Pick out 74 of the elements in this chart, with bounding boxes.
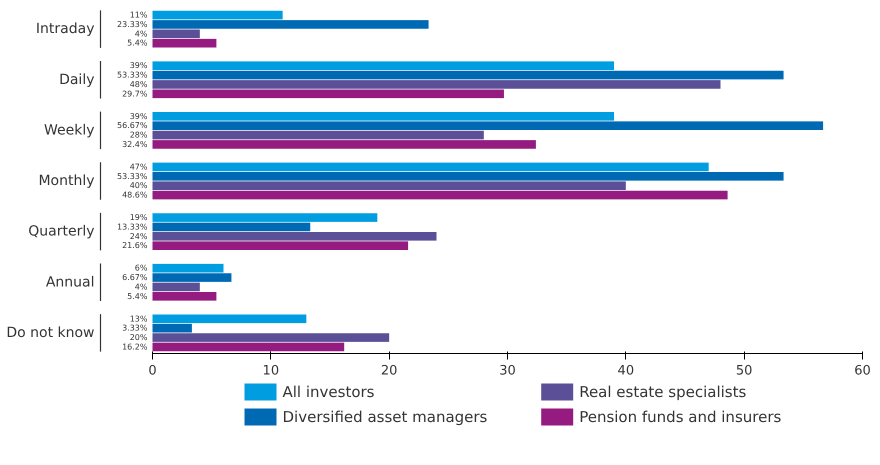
bar bbox=[152, 190, 728, 200]
x-tick-label: 30 bbox=[499, 364, 516, 378]
bar bbox=[152, 273, 232, 282]
data-label: 39% bbox=[130, 61, 148, 70]
bar bbox=[152, 172, 784, 181]
data-label: 28% bbox=[130, 130, 148, 140]
data-label: 6.67% bbox=[122, 273, 148, 282]
x-tick-label: 20 bbox=[380, 364, 398, 378]
data-label: 40% bbox=[130, 181, 148, 190]
x-tick-label: 0 bbox=[148, 364, 157, 378]
y-tick-label: Intraday bbox=[36, 21, 94, 38]
bar bbox=[152, 10, 283, 20]
x-tick-label: 60 bbox=[854, 364, 871, 378]
bar bbox=[152, 80, 720, 89]
data-label: 47% bbox=[130, 162, 148, 172]
bar bbox=[152, 292, 216, 301]
bar bbox=[152, 90, 504, 98]
legend-label: All investors bbox=[282, 383, 375, 402]
y-tick-label: Annual bbox=[46, 274, 95, 290]
data-label: 53.33% bbox=[116, 70, 148, 80]
bar bbox=[152, 130, 484, 140]
y-tick-label: Weekly bbox=[44, 122, 94, 138]
bar bbox=[152, 333, 390, 342]
data-label: 5.4% bbox=[127, 38, 148, 48]
data-label: 13% bbox=[130, 314, 148, 324]
data-label: 23.33% bbox=[116, 20, 148, 29]
data-label: 6% bbox=[134, 264, 148, 273]
data-label: 32.4% bbox=[122, 140, 148, 149]
bar bbox=[152, 162, 709, 172]
y-tick-label: Monthly bbox=[38, 173, 95, 189]
bar bbox=[152, 324, 192, 332]
bar bbox=[152, 61, 614, 70]
data-label: 5.4% bbox=[127, 292, 148, 301]
legend-label: Pension funds and insurers bbox=[579, 408, 782, 426]
data-label: 24% bbox=[130, 232, 148, 241]
data-label: 48% bbox=[130, 80, 148, 89]
y-tick-label: Quarterly bbox=[28, 224, 95, 240]
data-label: 21.6% bbox=[122, 241, 148, 250]
x-tick-label: 10 bbox=[262, 364, 280, 378]
data-label: 20% bbox=[130, 333, 148, 342]
data-label: 4% bbox=[134, 282, 148, 292]
x-tick-label: 40 bbox=[618, 364, 634, 378]
data-label: 4% bbox=[134, 29, 148, 38]
bar bbox=[152, 314, 306, 324]
data-label: 29.7% bbox=[122, 89, 148, 98]
data-label: 16.2% bbox=[122, 342, 148, 352]
y-tick-label: Do not know bbox=[6, 324, 94, 341]
bar bbox=[152, 181, 626, 190]
data-label: 11% bbox=[130, 10, 148, 20]
data-label: 13.33% bbox=[116, 222, 148, 232]
bar bbox=[152, 30, 200, 38]
data-label: 48.6% bbox=[122, 190, 148, 200]
data-label: 56.67% bbox=[116, 121, 148, 130]
legend-label: Diversified asset managers bbox=[282, 408, 488, 426]
bar bbox=[152, 112, 614, 121]
legend-label: Real estate specialists bbox=[579, 383, 746, 402]
bar bbox=[152, 38, 216, 48]
y-tick-label: Daily bbox=[59, 72, 95, 88]
bar bbox=[152, 20, 429, 29]
bar bbox=[152, 232, 436, 241]
bar bbox=[152, 121, 824, 130]
bar bbox=[152, 213, 378, 222]
data-label: 53.33% bbox=[116, 172, 148, 181]
bar bbox=[152, 222, 310, 232]
data-label: 19% bbox=[130, 213, 148, 222]
bar bbox=[152, 241, 408, 250]
bar bbox=[152, 282, 200, 292]
x-tick-label: 50 bbox=[736, 364, 752, 378]
bar bbox=[152, 342, 344, 352]
bar bbox=[152, 140, 536, 149]
data-label: 3.33% bbox=[122, 324, 148, 333]
bar bbox=[152, 264, 224, 272]
data-label: 39% bbox=[130, 112, 148, 121]
bar bbox=[152, 70, 784, 80]
